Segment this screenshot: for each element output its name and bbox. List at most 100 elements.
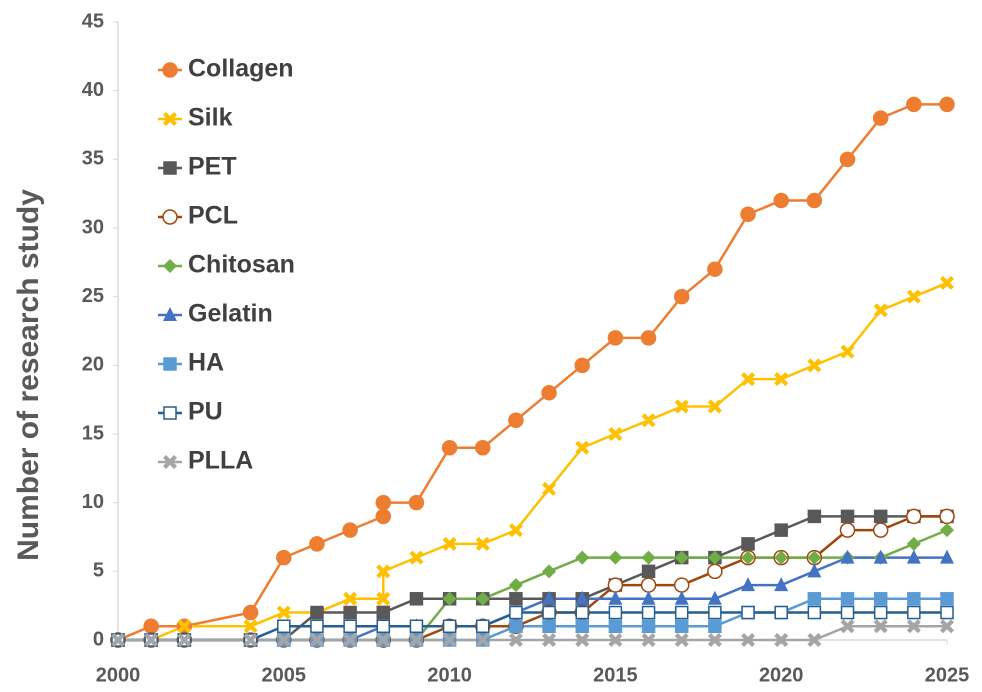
- data-point: [475, 591, 490, 606]
- data-point: [508, 633, 523, 647]
- data-point: [707, 633, 722, 647]
- data-point: [741, 537, 755, 551]
- data-point: [907, 605, 921, 620]
- legend-marker: [162, 209, 178, 225]
- data-point: [807, 563, 822, 578]
- data-point: [375, 508, 392, 525]
- legend-label: HA: [188, 349, 224, 377]
- data-point: [774, 605, 788, 620]
- data-point: [906, 289, 921, 304]
- data-point: [343, 605, 357, 620]
- data-point: [641, 564, 656, 579]
- data-point: [277, 619, 291, 634]
- data-point: [575, 550, 590, 565]
- data-point: [508, 523, 523, 538]
- data-point: [310, 619, 324, 634]
- data-point: [907, 592, 921, 606]
- data-point: [608, 619, 623, 634]
- data-point: [276, 633, 291, 647]
- x-tick-label: 2005: [262, 664, 307, 686]
- data-point: [939, 96, 955, 113]
- data-point: [542, 481, 557, 496]
- data-point: [940, 275, 954, 290]
- legend-label: PCL: [188, 202, 238, 230]
- data-point: [309, 536, 325, 552]
- data-point: [708, 619, 722, 634]
- data-point: [608, 590, 623, 605]
- data-point: [939, 508, 955, 525]
- data-point: [343, 591, 358, 606]
- data-point: [774, 577, 789, 592]
- data-point: [840, 549, 855, 564]
- data-point: [640, 577, 657, 593]
- data-point: [309, 633, 324, 647]
- data-point: [574, 357, 590, 374]
- y-axis-label: Number of research study: [12, 189, 45, 561]
- data-point: [641, 605, 656, 620]
- legend-label: PU: [188, 398, 223, 426]
- data-point: [840, 592, 855, 606]
- data-point: [409, 619, 424, 634]
- series-line: [117, 103, 947, 642]
- data-point: [673, 288, 690, 305]
- data-point: [708, 605, 722, 620]
- data-point: [707, 563, 723, 580]
- data-point: [640, 330, 657, 346]
- data-point: [873, 509, 888, 524]
- legend-marker: [163, 161, 177, 175]
- legend-label: PET: [188, 153, 237, 181]
- legend-label: Collagen: [188, 55, 294, 83]
- data-point: [773, 192, 789, 209]
- data-point: [608, 427, 623, 441]
- data-point: [940, 523, 954, 538]
- data-point: [409, 550, 424, 565]
- data-point: [674, 590, 689, 605]
- data-point: [376, 633, 391, 647]
- data-point: [741, 605, 755, 620]
- data-point: [409, 592, 424, 606]
- data-point: [674, 633, 689, 647]
- data-point: [542, 590, 557, 605]
- data-point: [243, 619, 258, 634]
- legend-label: PLLA: [188, 447, 253, 475]
- data-point: [872, 522, 889, 538]
- data-point: [608, 633, 623, 647]
- data-point: [674, 399, 689, 414]
- data-point: [906, 508, 922, 525]
- data-point: [774, 372, 789, 387]
- data-point: [641, 590, 656, 605]
- legend-marker: [163, 455, 177, 469]
- data-point: [940, 549, 954, 564]
- data-point: [442, 633, 457, 647]
- x-tick-label: 2020: [759, 664, 804, 686]
- y-tick-label: 0: [93, 628, 104, 650]
- data-point: [542, 605, 556, 620]
- data-point: [906, 536, 921, 551]
- y-tick-label: 10: [82, 491, 104, 513]
- data-point: [310, 605, 324, 620]
- data-point: [144, 633, 159, 647]
- series-line: [118, 528, 948, 642]
- data-point: [376, 619, 391, 634]
- data-point: [575, 605, 589, 620]
- legend-marker: [163, 357, 177, 371]
- data-point: [807, 605, 822, 620]
- data-point: [608, 605, 623, 620]
- data-point: [442, 591, 457, 606]
- data-point: [342, 522, 358, 538]
- data-point: [343, 619, 357, 634]
- data-point: [177, 619, 192, 634]
- data-point: [840, 619, 855, 634]
- data-point: [673, 577, 690, 593]
- data-point: [873, 619, 888, 634]
- data-point: [442, 536, 457, 551]
- data-point: [707, 590, 722, 605]
- data-point: [575, 440, 590, 455]
- y-tick-label: 5: [93, 560, 104, 582]
- y-tick-label: 30: [82, 216, 104, 238]
- legend-label: Gelatin: [188, 300, 273, 328]
- data-point: [674, 605, 689, 620]
- data-point: [641, 413, 656, 428]
- data-point: [376, 591, 391, 606]
